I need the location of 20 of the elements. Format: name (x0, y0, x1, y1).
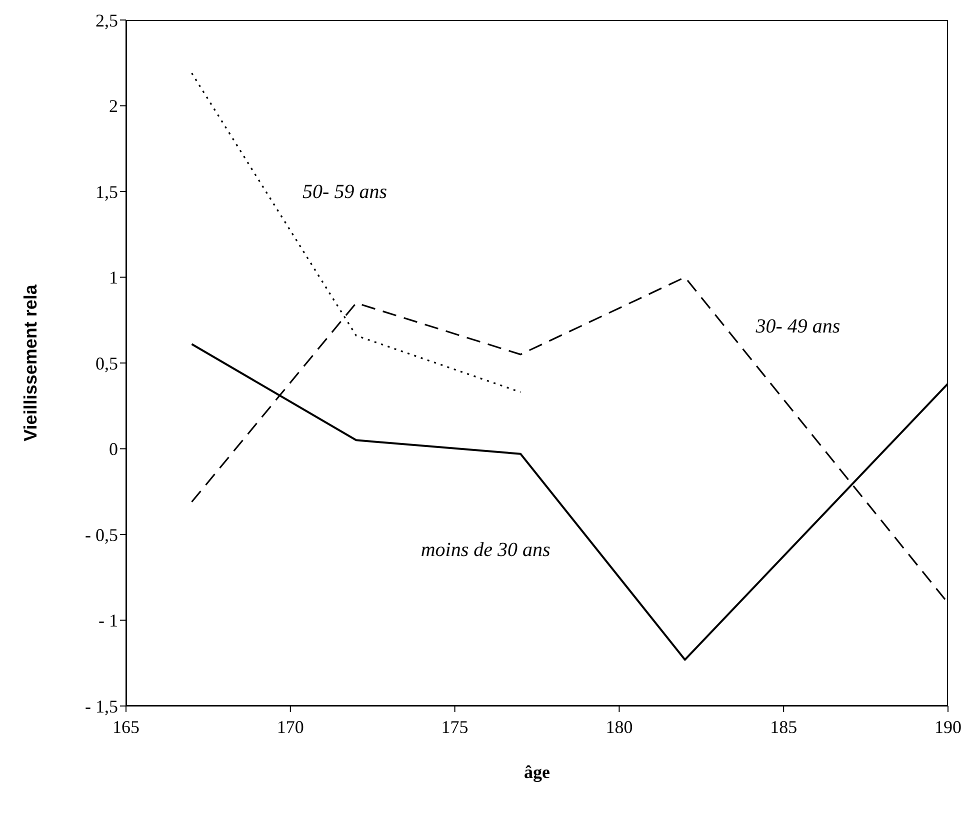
x-tick-label: 170 (276, 716, 304, 737)
y-tick-label: - 1,5 (85, 696, 118, 716)
y-tick-label: 1 (109, 268, 118, 288)
y-tick-label: 0,5 (96, 353, 118, 374)
y-tick-label: 2 (109, 96, 118, 116)
x-tick-label: 190 (934, 716, 962, 737)
y-tick-label: 2,5 (96, 10, 118, 30)
x-tick-label: 175 (441, 716, 468, 737)
y-tick-label: 0 (109, 439, 118, 460)
series-label: moins de 30 ans (420, 538, 550, 561)
y-tick-label: - 0,5 (85, 524, 118, 545)
x-axis-title: âge (524, 762, 550, 782)
series-label: 30- 49 ans (754, 315, 840, 338)
x-tick-label: 180 (606, 716, 633, 737)
x-tick-label: 185 (770, 716, 798, 737)
y-tick-label: - 1 (98, 610, 118, 631)
y-axis-title: Vieillissement rela (20, 284, 40, 442)
series-label: 50- 59 ans (302, 181, 388, 204)
x-tick-label: 165 (112, 716, 140, 737)
y-tick-label: 1,5 (96, 182, 118, 202)
